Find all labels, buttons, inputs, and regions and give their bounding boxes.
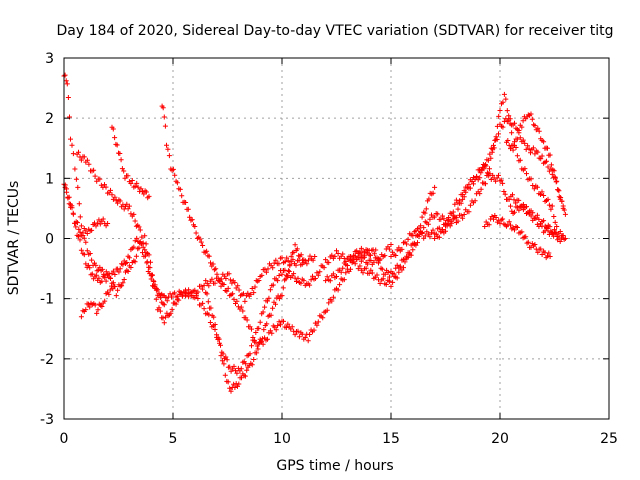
x-tick-label: 20 [491,431,509,447]
series-sat-i [355,184,438,289]
y-tick-label: -1 [40,292,54,308]
series-sat-d [62,184,111,238]
y-axis-label: SDTVAR / TECUs [6,181,22,296]
y-tick-label: -3 [40,412,54,428]
x-tick-label: 5 [169,431,178,447]
axis-tick-labels: 0 5 10 15 20 25 -3 -2 -1 0 1 2 3 [40,51,618,447]
marker-trace [74,149,167,308]
x-tick-label: 25 [600,431,618,447]
marker-trace [203,242,307,394]
series-sat-k [432,113,566,241]
marker-trace [109,124,152,201]
x-tick-label: 10 [273,431,291,447]
series-sat-c [74,149,167,308]
series-sat-l [482,213,553,261]
data-markers [61,72,568,394]
y-tick-label: -2 [40,352,54,368]
series-sat-m [504,111,568,217]
x-tick-label: 15 [382,431,400,447]
marker-trace [355,184,438,289]
y-tick-label: 0 [45,232,54,248]
marker-trace [432,113,566,241]
x-axis-label: GPS time / hours [276,458,393,474]
chart-title: Day 184 of 2020, Sidereal Day-to-day VTE… [57,23,614,39]
y-tick-label: 2 [45,111,54,127]
marker-trace [482,213,553,261]
marker-trace [323,91,560,284]
series-sat-g [203,242,307,394]
series-sat-e [109,124,152,201]
y-tick-label: 1 [45,171,54,187]
marker-trace [62,184,111,238]
marker-trace [508,192,568,244]
x-tick-label: 0 [60,431,69,447]
marker-trace [504,111,568,217]
grid-lines [64,58,609,419]
axis-ticks [63,57,610,420]
series-sat-h [323,91,560,284]
series-sat-n [508,192,568,244]
y-tick-label: 3 [45,51,54,67]
marker-trace [78,283,117,320]
series-sat-b-return [78,283,117,320]
